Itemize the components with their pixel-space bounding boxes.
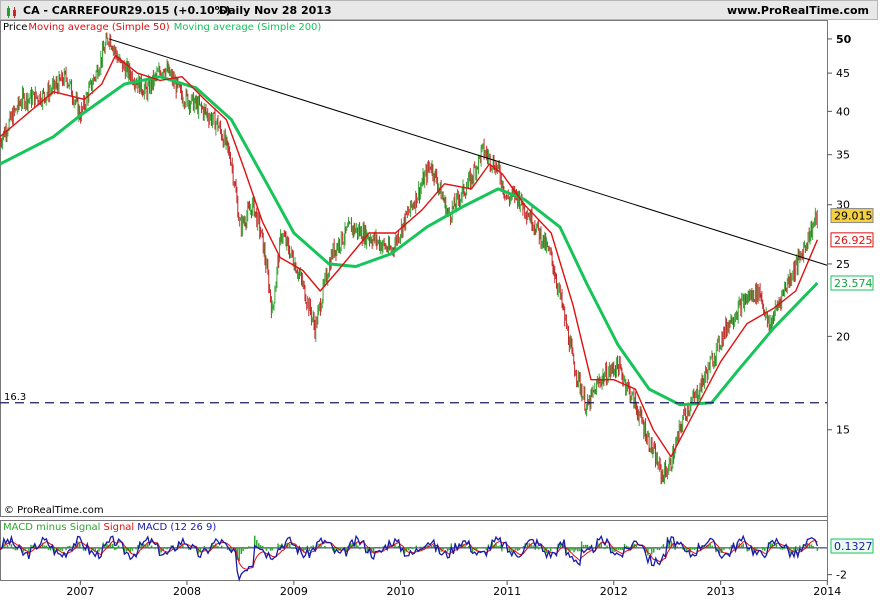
- period-date-label: Daily Nov 28 2013: [219, 4, 332, 17]
- macd-value-box: [830, 538, 874, 554]
- site-label[interactable]: www.ProRealTime.com: [726, 4, 869, 17]
- macd-legend-hist: MACD minus Signal: [3, 522, 100, 533]
- candlestick-icon: [7, 6, 16, 18]
- trendline: [109, 38, 828, 266]
- symbol-label: CA - CARREFOUR: [23, 4, 128, 17]
- value-label: 29.015: [834, 210, 873, 223]
- ma50-line: [0, 54, 819, 458]
- price-bars: [0, 32, 818, 485]
- x-tick-label: 2011: [493, 585, 521, 598]
- value-label: 23.574: [834, 277, 873, 290]
- macd-legend-macd: MACD (12 26 9): [137, 522, 216, 533]
- macd-line: [0, 534, 819, 582]
- macd-legend-signal: Signal: [103, 522, 134, 533]
- macd-value-label: 0.1327: [834, 540, 873, 553]
- x-tick-label: 2014: [813, 585, 841, 598]
- x-tick-label: 2013: [707, 585, 735, 598]
- support-label: 16.3: [4, 392, 26, 403]
- value-label-box: [830, 232, 874, 248]
- ma200-line: [0, 75, 819, 407]
- legend-ma50: Moving average (Simple 50): [28, 22, 170, 33]
- y-tick-label: 20: [836, 330, 850, 343]
- y-tick-label: 45: [836, 67, 850, 80]
- x-tick-label: 2012: [600, 585, 628, 598]
- x-tick-label: 2007: [66, 585, 94, 598]
- value-label: 26.925: [834, 234, 873, 247]
- macd-y-tick-label: -2: [836, 569, 847, 582]
- price-panel-frame: [0, 20, 828, 517]
- value-label-box: [830, 208, 874, 224]
- watermark: © ProRealTime.com: [4, 505, 104, 516]
- y-tick-label: 25: [836, 258, 850, 271]
- y-tick-label: 40: [836, 105, 850, 118]
- y-tick-label: 50: [836, 33, 852, 46]
- value-labels: 29.015 26.925 23.574: [830, 208, 874, 291]
- value-label-box: [830, 275, 874, 291]
- legend-price: Price: [3, 22, 28, 33]
- title-bar: CA - CARREFOUR 29.015 (+0.10%) Daily Nov…: [0, 0, 878, 20]
- price-legend: PriceMoving average (Simple 50) Moving av…: [3, 22, 325, 33]
- y-tick-label: 35: [836, 149, 850, 162]
- x-tick-label: 2008: [173, 585, 201, 598]
- x-tick-label: 2010: [387, 585, 415, 598]
- y-tick-label: 15: [836, 424, 850, 437]
- price-change-label: 29.015 (+0.10%): [127, 4, 231, 17]
- macd-legend: MACD minus Signal Signal MACD (12 26 9): [3, 522, 216, 533]
- macd-panel: -2 0.1327: [0, 534, 874, 582]
- chart-icon: [5, 4, 19, 21]
- x-axis: 2007 2008 2009 2010 2011 2012 2013 2014: [66, 581, 841, 598]
- series-lines: 16.3: [0, 38, 828, 458]
- x-tick-label: 2009: [280, 585, 308, 598]
- legend-ma200: Moving average (Simple 200): [173, 22, 322, 33]
